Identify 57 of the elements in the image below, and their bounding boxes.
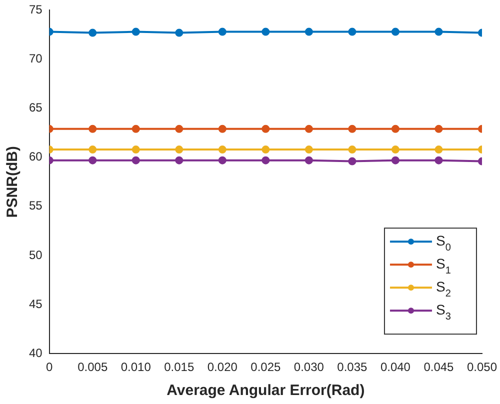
point [391,28,400,36]
x-tick-label: 0.015 [164,360,194,374]
point [262,156,270,164]
point [88,156,97,164]
point [348,28,356,36]
x-axis-title: Average Angular Error(Rad) [166,382,365,400]
y-tick-label: 75 [28,2,43,17]
x-tick-label: 0.005 [78,360,108,374]
point [348,157,356,166]
x-tick-label: 0.020 [207,360,238,374]
point [304,156,313,164]
point [132,28,140,36]
point [391,124,400,133]
point [132,124,140,133]
y-tick-label: 65 [28,100,43,115]
y-tick-label: 50 [28,248,43,262]
x-tick-label: 0 [46,360,54,374]
x-tick-label: 0.030 [294,360,324,374]
x-tick-label: 0.010 [120,360,152,374]
point [434,146,443,154]
point [175,156,184,164]
x-tick-label: 0.050 [466,360,498,374]
point [88,28,97,37]
point [348,146,356,154]
point [262,146,270,154]
point [434,156,443,164]
y-tick-label: 60 [28,150,43,164]
point [175,146,184,154]
point [434,28,443,36]
point [88,146,97,154]
point [304,124,313,133]
point [218,28,226,36]
point [218,146,226,154]
y-tick-label: 55 [28,198,43,213]
point [348,124,356,133]
point [391,146,400,154]
point [218,124,226,133]
x-tick-label: 0.045 [424,360,454,374]
x-tick-label: 0.035 [337,360,368,374]
point [262,28,270,36]
point [218,156,226,164]
point [304,28,313,36]
point [304,146,313,154]
point [262,124,270,133]
point [132,146,140,154]
point [175,28,184,37]
point [434,124,443,133]
point [132,156,140,164]
x-tick-label: 0.025 [250,360,282,374]
y-axis-title: PSNR(dB) [4,146,22,218]
y-tick-label: 70 [28,52,43,66]
x-tick-label: 0.040 [380,360,411,374]
point [175,124,184,133]
point [88,124,97,133]
y-tick-label: 40 [28,346,43,360]
y-tick-label: 45 [28,296,43,311]
point [391,156,400,164]
